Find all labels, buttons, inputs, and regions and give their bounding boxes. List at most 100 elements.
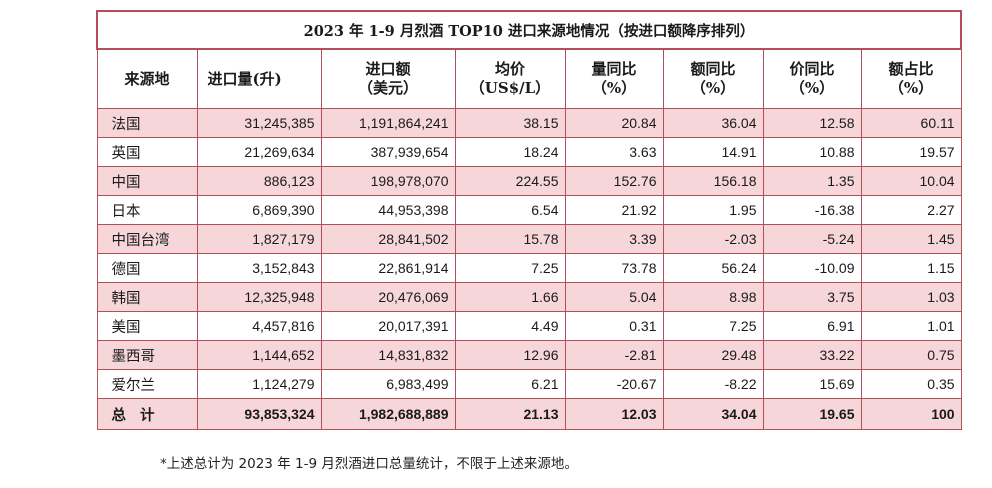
value-cell: 20.84 bbox=[564, 108, 664, 138]
column-header: 额同比 （%） bbox=[662, 48, 764, 109]
value-cell: 1.95 bbox=[662, 195, 764, 225]
value-cell: 3.39 bbox=[564, 224, 664, 254]
value-cell: 12,325,948 bbox=[196, 282, 322, 312]
table-row: 美国 4,457,816 20,017,391 4.49 0.31 7.25 6.91 1.0… bbox=[96, 311, 962, 341]
origin-cell: 中国 bbox=[96, 166, 198, 196]
value-cell: 0.75 bbox=[860, 340, 962, 370]
column-header: 进口量(升) bbox=[196, 48, 322, 109]
value-cell: 20,476,069 bbox=[320, 282, 456, 312]
value-cell: 6,983,499 bbox=[320, 369, 456, 399]
column-header-unit: （%） bbox=[789, 79, 835, 97]
origin-cell: 英国 bbox=[96, 137, 198, 167]
value-cell: 1.66 bbox=[454, 282, 566, 312]
value-cell: 3.63 bbox=[564, 137, 664, 167]
origin-cell: 美国 bbox=[96, 311, 198, 341]
value-cell: -2.03 bbox=[662, 224, 764, 254]
value-cell: 19.65 bbox=[762, 398, 862, 430]
column-header-unit: （%） bbox=[591, 79, 637, 97]
table-row: 墨西哥 1,144,652 14,831,832 12.96 -2.81 29.48 33.… bbox=[96, 340, 962, 370]
value-cell: 14,831,832 bbox=[320, 340, 456, 370]
column-header-label: 量同比 bbox=[591, 60, 637, 79]
value-cell: 12.03 bbox=[564, 398, 664, 430]
value-cell: 4.49 bbox=[454, 311, 566, 341]
table-row: 日本 6,869,390 44,953,398 6.54 21.92 1.95 -16.38… bbox=[96, 195, 962, 225]
total-row: 总计 93,853,324 1,982,688,889 21.13 12.03 34.04… bbox=[96, 398, 962, 430]
column-header: 额占比 （%） bbox=[860, 48, 962, 109]
spirits-import-table: 2023 年 1-9 月烈酒 TOP10 进口来源地情况（按进口额降序排列） 来… bbox=[95, 10, 963, 430]
value-cell: 387,939,654 bbox=[320, 137, 456, 167]
value-cell: 29.48 bbox=[662, 340, 764, 370]
column-header-label: 来源地 bbox=[124, 69, 170, 88]
value-cell: -20.67 bbox=[564, 369, 664, 399]
value-cell: 34.04 bbox=[662, 398, 764, 430]
value-cell: 38.15 bbox=[454, 108, 566, 138]
table-row: 法国 31,245,385 1,191,864,241 38.15 20.84 36.04… bbox=[96, 108, 962, 138]
value-cell: 6,869,390 bbox=[196, 195, 322, 225]
value-cell: -10.09 bbox=[762, 253, 862, 283]
origin-cell: 爱尔兰 bbox=[96, 369, 198, 399]
value-cell: 60.11 bbox=[860, 108, 962, 138]
value-cell: 1.01 bbox=[860, 311, 962, 341]
value-cell: -16.38 bbox=[762, 195, 862, 225]
value-cell: -2.81 bbox=[564, 340, 664, 370]
value-cell: 20,017,391 bbox=[320, 311, 456, 341]
value-cell: 6.54 bbox=[454, 195, 566, 225]
import-table-container: 2023 年 1-9 月烈酒 TOP10 进口来源地情况（按进口额降序排列） 来… bbox=[95, 10, 963, 430]
column-header: 价同比 （%） bbox=[762, 48, 862, 109]
value-cell: 21,269,634 bbox=[196, 137, 322, 167]
column-header-unit: （美元） bbox=[357, 79, 418, 97]
column-header-label: 均价 bbox=[494, 60, 525, 79]
value-cell: 7.25 bbox=[662, 311, 764, 341]
value-cell: 12.96 bbox=[454, 340, 566, 370]
column-header-label: 进口额 bbox=[365, 60, 411, 79]
value-cell: -5.24 bbox=[762, 224, 862, 254]
value-cell: 1.15 bbox=[860, 253, 962, 283]
column-header: 均价 （US$/L） bbox=[454, 48, 566, 109]
value-cell: 15.69 bbox=[762, 369, 862, 399]
value-cell: 73.78 bbox=[564, 253, 664, 283]
origin-cell: 墨西哥 bbox=[96, 340, 198, 370]
header-row: 来源地 进口量(升) 进口额 （美元） 均价 （US$/L） 量同比 （%） 额同比 （%） 价同比… bbox=[96, 48, 962, 109]
value-cell: 2.27 bbox=[860, 195, 962, 225]
value-cell: 21.92 bbox=[564, 195, 664, 225]
value-cell: 10.88 bbox=[762, 137, 862, 167]
value-cell: 1.03 bbox=[860, 282, 962, 312]
value-cell: 5.04 bbox=[564, 282, 664, 312]
column-header-unit: （%） bbox=[690, 79, 736, 97]
value-cell: 36.04 bbox=[662, 108, 764, 138]
value-cell: 1.35 bbox=[762, 166, 862, 196]
column-header: 来源地 bbox=[96, 48, 198, 109]
origin-cell: 总计 bbox=[96, 398, 198, 430]
value-cell: 3,152,843 bbox=[196, 253, 322, 283]
value-cell: 198,978,070 bbox=[320, 166, 456, 196]
value-cell: 1,827,179 bbox=[196, 224, 322, 254]
table-row: 爱尔兰 1,124,279 6,983,499 6.21 -20.67 -8.22 15.6… bbox=[96, 369, 962, 399]
table-row: 中国 886,123 198,978,070 224.55 152.76 156.18 1.… bbox=[96, 166, 962, 196]
value-cell: 156.18 bbox=[662, 166, 764, 196]
value-cell: 1,124,279 bbox=[196, 369, 322, 399]
column-header: 进口额 （美元） bbox=[320, 48, 456, 109]
value-cell: 19.57 bbox=[860, 137, 962, 167]
value-cell: 0.35 bbox=[860, 369, 962, 399]
column-header-label: 额占比 bbox=[888, 60, 934, 79]
value-cell: 152.76 bbox=[564, 166, 664, 196]
table-row: 韩国 12,325,948 20,476,069 1.66 5.04 8.98 3.75 1.… bbox=[96, 282, 962, 312]
value-cell: 44,953,398 bbox=[320, 195, 456, 225]
table-body: 法国 31,245,385 1,191,864,241 38.15 20.84 36.04… bbox=[96, 108, 962, 430]
table-row: 中国台湾 1,827,179 28,841,502 15.78 3.39 -2.03 -5.… bbox=[96, 224, 962, 254]
origin-cell: 德国 bbox=[96, 253, 198, 283]
value-cell: 12.58 bbox=[762, 108, 862, 138]
value-cell: -8.22 bbox=[662, 369, 764, 399]
value-cell: 21.13 bbox=[454, 398, 566, 430]
value-cell: 100 bbox=[860, 398, 962, 430]
value-cell: 33.22 bbox=[762, 340, 862, 370]
origin-cell: 韩国 bbox=[96, 282, 198, 312]
value-cell: 886,123 bbox=[196, 166, 322, 196]
value-cell: 1,191,864,241 bbox=[320, 108, 456, 138]
column-header-label: 额同比 bbox=[690, 60, 736, 79]
value-cell: 6.21 bbox=[454, 369, 566, 399]
origin-cell: 法国 bbox=[96, 108, 198, 138]
origin-cell: 日本 bbox=[96, 195, 198, 225]
value-cell: 31,245,385 bbox=[196, 108, 322, 138]
value-cell: 4,457,816 bbox=[196, 311, 322, 341]
